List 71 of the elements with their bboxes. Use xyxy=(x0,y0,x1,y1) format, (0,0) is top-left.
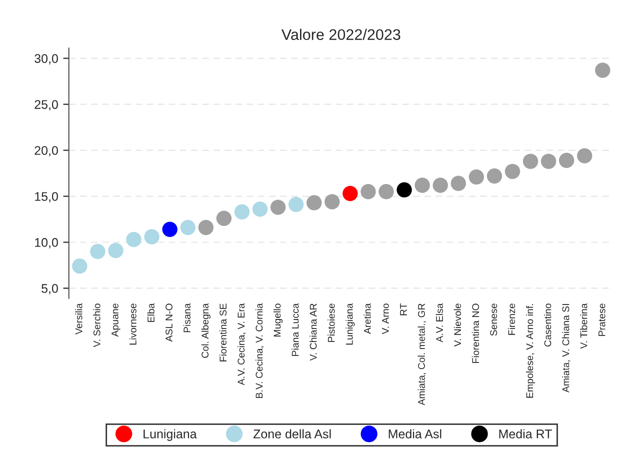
x-tick-label: Col. Albegna xyxy=(201,303,210,358)
y-tick-label: 25,0 xyxy=(34,100,58,110)
x-tick-label: Apuane xyxy=(112,304,120,337)
x-tick-label: Piana Lucca xyxy=(292,303,299,356)
x-tick-label: Aretina xyxy=(364,303,371,334)
legend-label: Zone della Asl xyxy=(253,429,331,438)
point xyxy=(486,168,502,184)
point xyxy=(144,229,160,244)
point xyxy=(522,154,538,169)
y-tick-label: 5,0 xyxy=(42,284,58,294)
point xyxy=(270,200,286,215)
point xyxy=(540,154,556,169)
point xyxy=(126,232,142,248)
point xyxy=(234,204,250,220)
x-tick-label: Pistoiese xyxy=(328,304,335,342)
x-tick-label: V. Nievole xyxy=(454,304,461,347)
point xyxy=(252,202,268,217)
x-tick-label: Senese xyxy=(490,304,498,336)
point xyxy=(288,196,304,212)
point xyxy=(360,184,376,200)
point xyxy=(180,220,196,236)
x-tick-label: Firenze xyxy=(508,304,516,335)
x-tick-label: V. Serchio xyxy=(93,304,100,348)
x-tick-label: V. Chiana AR xyxy=(310,304,317,361)
legend-label: Media Asl xyxy=(388,429,442,438)
x-tick-label: Versilia xyxy=(75,303,82,335)
chart-title: Valore 2022/2023 xyxy=(281,28,400,40)
x-tick-label: Pratese xyxy=(598,304,606,336)
point xyxy=(450,176,466,191)
x-tick-label: Amiata, Col. metal., GR xyxy=(418,304,426,406)
point xyxy=(414,178,430,193)
point xyxy=(72,258,88,274)
point xyxy=(324,194,340,210)
x-tick-label: A.V. Elsa xyxy=(436,303,443,342)
x-tick-label: ASL N-O xyxy=(166,304,172,342)
point xyxy=(595,62,610,78)
point xyxy=(504,164,520,180)
point xyxy=(558,152,574,168)
point xyxy=(90,244,106,260)
y-tick-label: 15,0 xyxy=(35,192,58,202)
point xyxy=(306,195,322,210)
x-tick-label: Fiorentina SE xyxy=(219,304,227,362)
point xyxy=(216,210,232,226)
x-tick-label: Mugello xyxy=(274,304,283,336)
point xyxy=(342,186,358,202)
y-tick-label: 10,0 xyxy=(35,238,58,248)
x-tick-label: Casentino xyxy=(544,304,552,346)
legend-label: Lunigiana xyxy=(144,429,197,441)
y-tick-label: 30,0 xyxy=(34,54,58,64)
point xyxy=(198,220,214,236)
x-tick-label: V. Arno xyxy=(382,304,389,334)
x-tick-label: V. Tiberina xyxy=(580,303,588,349)
point xyxy=(432,178,448,193)
x-tick-label: Elba xyxy=(147,303,154,322)
y-tick-label: 20,0 xyxy=(34,146,58,156)
x-tick-label: Lunigiana xyxy=(346,303,355,345)
point xyxy=(396,182,412,198)
point xyxy=(378,184,394,200)
x-tick-label: B.V. Cecina, V. Cornia xyxy=(255,303,264,398)
point xyxy=(162,222,178,237)
x-tick-label: Empolese, V. Arno inf. xyxy=(526,304,536,398)
x-tick-label: A.V. Cecina, V. Era xyxy=(237,303,246,386)
x-tick-label: Livornese xyxy=(129,304,136,345)
x-tick-label: RT xyxy=(400,303,407,316)
x-tick-label: Fiorentina NO xyxy=(472,304,480,363)
x-tick-label: Pisana xyxy=(183,303,190,332)
point xyxy=(577,148,592,164)
x-tick-label: Amiata, V. Chiana SI xyxy=(562,304,570,393)
point xyxy=(108,242,124,258)
legend-label: Media RT xyxy=(499,429,552,438)
point xyxy=(468,169,484,185)
